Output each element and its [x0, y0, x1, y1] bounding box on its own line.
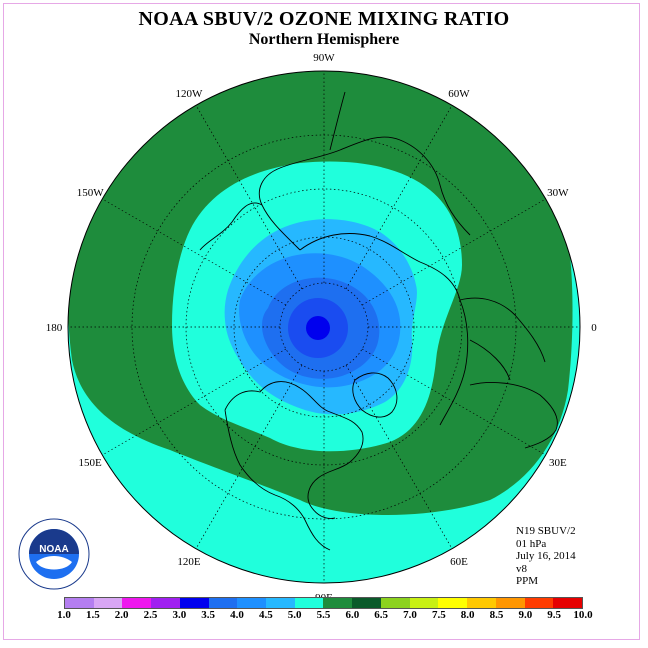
- longitude-label: 120W: [176, 88, 204, 100]
- colorbar-swatch: [237, 598, 267, 608]
- colorbar-swatch: [553, 598, 582, 608]
- colorbar: [64, 597, 583, 609]
- coast-asia-south: [199, 91, 346, 251]
- colorbar-tick-label: 8.0: [460, 609, 475, 621]
- longitude-label: 30W: [547, 187, 569, 199]
- colorbar-swatch: [151, 598, 180, 608]
- colorbar-tick-label: 9.0: [518, 609, 533, 621]
- longitude-label: 150W: [77, 187, 105, 199]
- colorbar-tick-label: 8.5: [489, 609, 504, 621]
- colorbar-tick-label: 6.0: [345, 609, 360, 621]
- colorbar-swatch: [380, 598, 410, 608]
- meridian-line: [345, 364, 453, 549]
- colorbar-swatch: [179, 598, 209, 608]
- map-border: [67, 70, 581, 584]
- meridian-line: [195, 105, 303, 290]
- colorbar-swatch: [352, 598, 381, 608]
- colorbar-swatch: [323, 598, 353, 608]
- colorbar-tick-label: 4.0: [230, 609, 244, 621]
- colorbar-swatch: [122, 598, 152, 608]
- colorbar-tick-label: 2.0: [114, 609, 129, 621]
- colorbar-swatch: [409, 598, 439, 608]
- colorbar-swatch: [294, 598, 324, 608]
- colorbar-tick-label: 4.5: [258, 609, 273, 621]
- date-label: July 16, 2014: [516, 550, 576, 562]
- colorbar-tick-label: 7.5: [431, 609, 446, 621]
- longitude-label: 180: [46, 322, 63, 334]
- units-label: PPM: [516, 575, 539, 587]
- colorbar-swatch: [495, 598, 525, 608]
- meridian-line: [195, 364, 303, 549]
- colorbar-swatch: [266, 598, 295, 608]
- version-label: v8: [516, 562, 527, 575]
- colorbar-tick-label: 3.5: [201, 609, 216, 621]
- figure-frame: [3, 3, 640, 640]
- figure-subtitle: Northern Hemisphere: [248, 31, 400, 48]
- colorbar-tick-label: 3.0: [172, 609, 187, 621]
- coast-africa: [469, 382, 558, 449]
- colorbar-tick-label: 2.5: [143, 609, 158, 621]
- colorbar-tick-label: 10.0: [573, 609, 593, 621]
- colorbar-swatch: [93, 598, 123, 608]
- pressure-level: 01 hPa: [516, 537, 547, 550]
- colorbar-tick-label: 9.5: [547, 609, 562, 621]
- ozone-field: [68, 71, 580, 583]
- longitude-label: 60W: [448, 88, 470, 100]
- meridian-line: [102, 348, 287, 456]
- longitude-label: 60E: [450, 556, 468, 568]
- colorbar-swatch: [524, 598, 554, 608]
- logo-text: NOAA: [39, 544, 68, 555]
- colorbar-tick-label: 1.0: [57, 609, 71, 621]
- colorbar-swatch: [65, 598, 94, 608]
- noaa-logo: NOAA: [18, 518, 90, 590]
- coast-greenland: [352, 372, 398, 418]
- colorbar-ticks: 1.0 1.5 2.0 2.5 3.0 3.5 4.0 4.5 5.0 5.5 6.0 6.5 7.0 7…: [0, 609, 648, 625]
- meridian-line: [361, 348, 546, 456]
- coastlines: [199, 91, 558, 551]
- info-block: N19 SBUV/2 01 hPa July 16, 2014 v8 PPM: [516, 525, 576, 588]
- meridian-line: [345, 105, 453, 290]
- colorbar-swatch: [467, 598, 496, 608]
- longitude-label: 150E: [79, 457, 103, 469]
- coast-north-america: [224, 381, 364, 551]
- longitude-label: 30E: [549, 457, 567, 469]
- meridians: [68, 71, 580, 583]
- colorbar-tick-label: 1.5: [85, 609, 100, 621]
- colorbar-tick-label: 6.5: [374, 609, 389, 621]
- meridian-line: [361, 198, 546, 306]
- satellite-label: N19 SBUV/2: [516, 525, 576, 537]
- colorbar-tick-label: 7.0: [403, 609, 417, 621]
- colorbar-swatch: [438, 598, 468, 608]
- longitude-label: 0: [591, 322, 597, 334]
- colorbar-tick-label: 5.0: [287, 609, 302, 621]
- colorbar-swatch: [208, 598, 238, 608]
- meridian-line: [102, 198, 287, 306]
- band-2-5-pole: [306, 316, 330, 340]
- coast-europe: [459, 297, 546, 381]
- longitude-label: 90W: [313, 52, 335, 64]
- longitude-label: 120E: [177, 556, 201, 568]
- figure-title: NOAA SBUV/2 OZONE MIXING RATIO: [138, 8, 510, 30]
- colorbar-tick-label: 5.5: [316, 609, 331, 621]
